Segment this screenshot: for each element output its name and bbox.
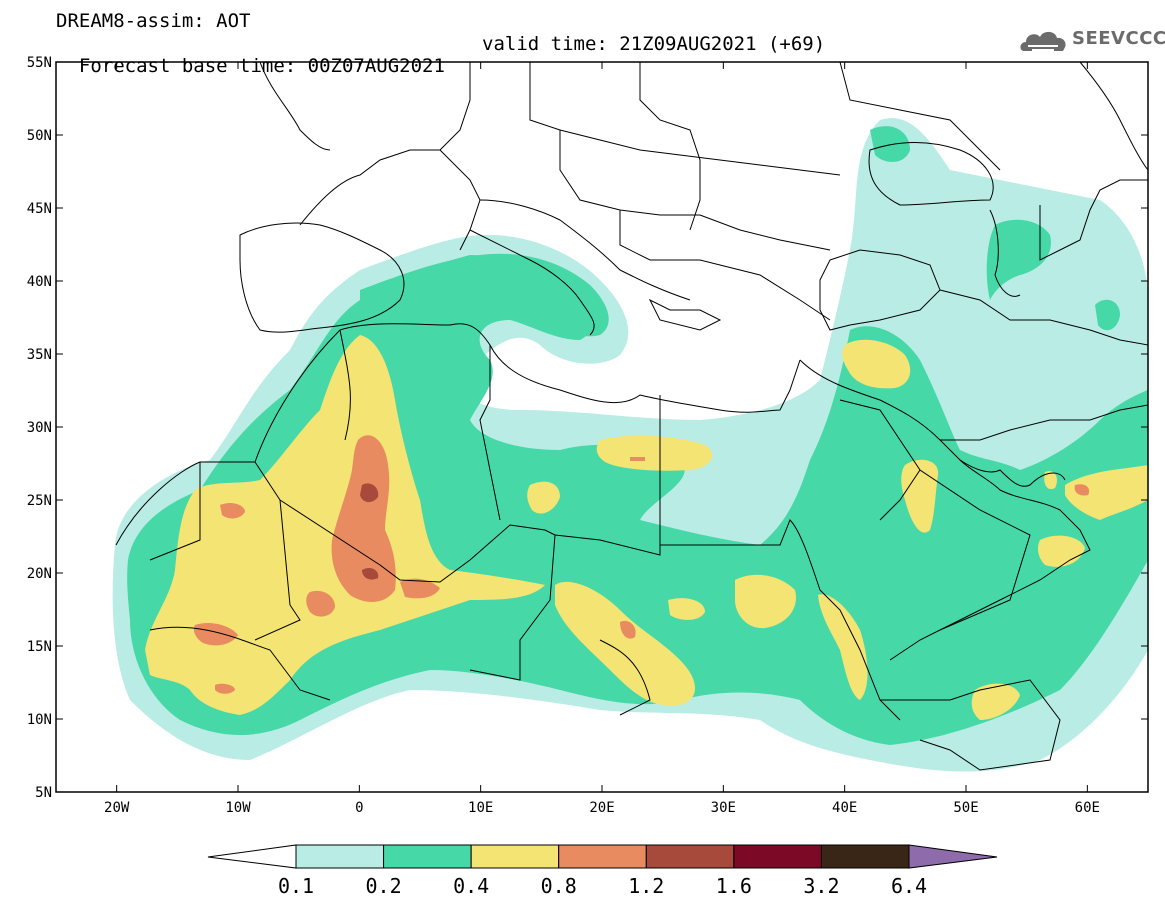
colorbar-bin (558, 844, 647, 869)
logo-text: SEEVCCC (1072, 28, 1165, 49)
aot-field (112, 118, 1148, 772)
forecast-times: Forecast base time: 00Z07AUG2021 valid t… (56, 33, 825, 99)
coastlines (115, 62, 1148, 771)
colorbar-under-triangle (207, 844, 297, 869)
colorbar-label: 0.1 (278, 874, 314, 898)
lon-tick-label: 0 (355, 800, 363, 816)
colorbar-label: 0.8 (541, 874, 577, 898)
lon-tick-label: 40E (832, 800, 857, 816)
latitude-axis: 55N 50N 45N 40N 35N 30N 25N 20N 15N 10N 5N (27, 55, 1148, 801)
seevccc-logo: SEEVCCC (1018, 24, 1165, 56)
lon-tick-label: 10W (225, 800, 251, 816)
colorbar-label: 1.6 (716, 874, 752, 898)
lon-tick-label: 20W (104, 800, 130, 816)
lat-tick-label: 40N (27, 274, 52, 290)
colorbar-label: 0.2 (366, 874, 402, 898)
colorbar-over-triangle (908, 844, 998, 869)
lat-tick-label: 30N (27, 420, 52, 436)
lon-tick-label: 60E (1075, 800, 1100, 816)
colorbar-bin (733, 844, 822, 869)
cloud-icon (1020, 31, 1066, 51)
colorbar-bin (645, 844, 735, 869)
colorbar-label: 0.4 (453, 874, 489, 898)
colorbar-label: 6.4 (891, 874, 927, 898)
lon-tick-label: 20E (589, 800, 614, 816)
lat-tick-label: 5N (35, 785, 52, 801)
colorbar-bin (295, 844, 385, 869)
map-title: DREAM8-assim: AOT (56, 10, 251, 32)
lat-tick-label: 15N (27, 639, 52, 655)
lat-tick-label: 50N (27, 128, 52, 144)
base-time-label: Forecast base time: 00Z07AUG2021 (78, 55, 445, 77)
colorbar: 0.1 0.2 0.4 0.8 1.2 1.6 3.2 6.4 (207, 844, 998, 898)
lon-tick-label: 10E (468, 800, 493, 816)
lat-tick-label: 35N (27, 347, 52, 363)
valid-time-label: valid time: 21Z09AUG2021 (+69) (482, 33, 826, 55)
colorbar-label: 3.2 (803, 874, 839, 898)
colorbar-bin (470, 844, 560, 869)
colorbar-bin (383, 844, 472, 869)
lat-tick-label: 45N (27, 201, 52, 217)
colorbar-bin (820, 844, 910, 869)
lat-tick-label: 20N (27, 566, 52, 582)
aot-level-1.2 (360, 483, 379, 580)
colorbar-label: 1.2 (628, 874, 664, 898)
lat-tick-label: 25N (27, 493, 52, 509)
longitude-axis: 20W 10W 0 10E 20E 30E 40E 50E 60E (104, 62, 1100, 816)
lon-tick-label: 50E (953, 800, 978, 816)
lat-tick-label: 55N (27, 55, 52, 71)
lon-tick-label: 30E (711, 800, 736, 816)
aot-level-0.8 (193, 435, 1090, 694)
lat-tick-label: 10N (27, 712, 52, 728)
